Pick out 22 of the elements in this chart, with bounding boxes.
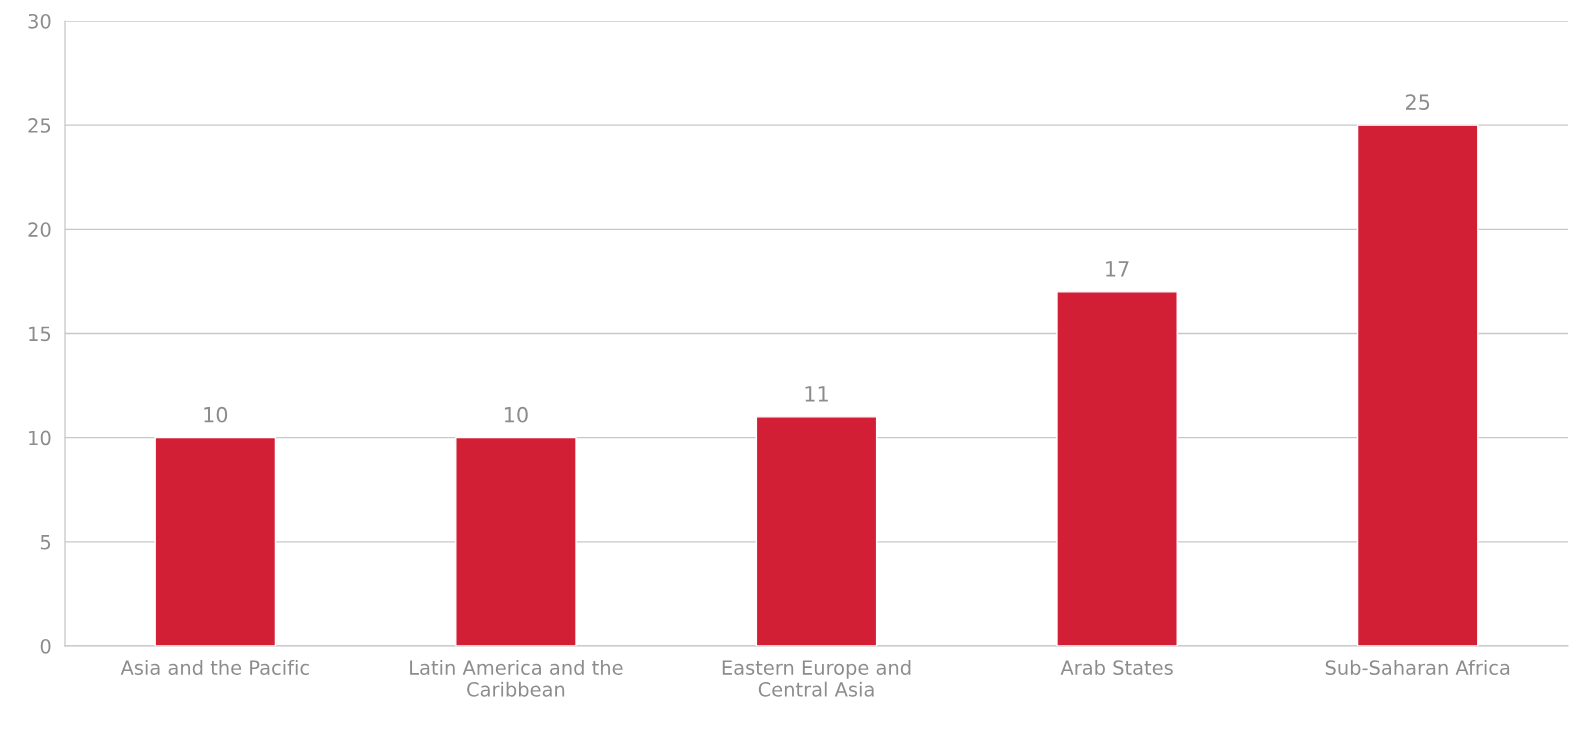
y-tick-label: 30 [28, 13, 51, 29]
y-tick-label: 0 [40, 638, 51, 654]
data-label: 10 [504, 406, 528, 423]
bar [755, 416, 878, 646]
data-label: 10 [204, 406, 228, 423]
y-tick-label: 10 [29, 430, 51, 446]
bar [455, 436, 577, 646]
x-tick-label: Sub-Saharan Africa [1325, 659, 1510, 675]
x-tick-label: Arab States [1060, 659, 1173, 675]
bar [1356, 124, 1479, 646]
data-label: 25 [1405, 94, 1430, 111]
data-label: 17 [1106, 261, 1129, 277]
y-tick-label: 5 [40, 535, 51, 550]
x-tick-label: Latin America and the Caribbean [410, 659, 623, 697]
bar [1056, 291, 1178, 646]
x-tick-label: Eastern Europe and Central Asia [722, 659, 911, 697]
y-tick-label: 15 [29, 326, 51, 342]
y-tick-label: 25 [28, 118, 51, 133]
y-tick-label: 20 [28, 222, 51, 237]
bar [154, 436, 277, 646]
x-tick-label: Asia and the Pacific [120, 659, 309, 675]
data-label: 11 [805, 386, 828, 402]
